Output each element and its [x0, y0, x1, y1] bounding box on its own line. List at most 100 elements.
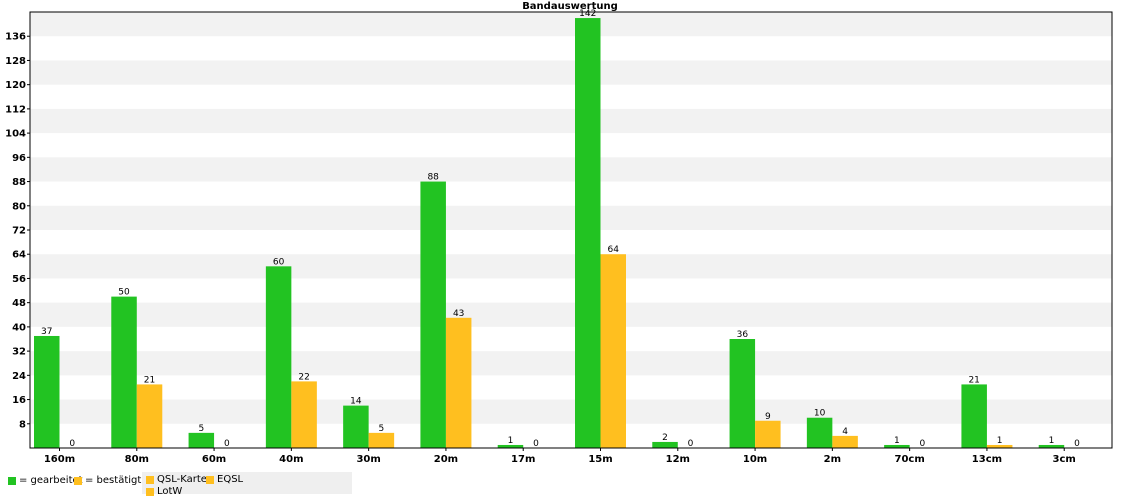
- plot-border: [29, 11, 1113, 449]
- grid-band: [30, 351, 1112, 376]
- grid-band: [30, 157, 1112, 182]
- x-tick-label: 80m: [125, 454, 149, 465]
- y-tick-label: 88: [12, 177, 26, 188]
- grid-band: [30, 399, 1112, 424]
- bar-confirmed: [832, 435, 858, 448]
- bar-worked: [652, 441, 678, 448]
- bar-worked: [575, 18, 601, 449]
- legend-item-confirmed: = bestätigt: [74, 475, 141, 486]
- value-label-worked: 142: [579, 9, 596, 19]
- x-axis: 160m 80m 60m 40m 30m 20m 17m 15m 12m 10m 2m 70cm 13c…: [44, 448, 1076, 465]
- value-label-worked: 60: [273, 257, 285, 267]
- value-label-confirmed: 22: [298, 372, 309, 382]
- bar-worked: [343, 405, 369, 448]
- y-tick-label: 112: [5, 104, 26, 115]
- legend-label-worked: = gearbeitet: [19, 475, 83, 486]
- value-label-confirmed: 0: [688, 439, 694, 449]
- legend-swatch-worked: [8, 476, 16, 485]
- value-label-worked: 21: [968, 375, 979, 385]
- value-label-worked: 88: [427, 173, 439, 183]
- x-tick-label: 3cm: [1053, 454, 1076, 465]
- bar-worked: [961, 384, 987, 448]
- x-tick-label: 30m: [356, 454, 380, 465]
- value-label-worked: 5: [198, 424, 204, 434]
- bar-worked: [188, 432, 215, 448]
- y-tick-label: 80: [12, 201, 26, 212]
- value-label-confirmed: 0: [920, 439, 926, 449]
- legend-label-eqsl: EQSL: [217, 474, 244, 485]
- value-label-confirmed: 0: [1074, 439, 1080, 449]
- bar-confirmed: [755, 420, 781, 448]
- y-tick-label: 48: [12, 298, 26, 309]
- y-tick-label: 72: [12, 226, 26, 237]
- bar-worked: [111, 296, 137, 448]
- x-tick-label: 60m: [202, 454, 226, 465]
- bar-confirmed: [986, 444, 1013, 448]
- legend-swatch-eqsl: [206, 475, 214, 484]
- legend-confirm-box: [142, 472, 352, 494]
- bar-worked: [806, 417, 833, 448]
- legend-item-eqsl: EQSL: [206, 474, 243, 485]
- value-label-worked: 36: [737, 330, 749, 340]
- x-tick-label: 17m: [511, 454, 535, 465]
- y-tick-label: 128: [5, 56, 26, 67]
- grid-band: [30, 60, 1112, 85]
- bar-worked: [1038, 444, 1065, 448]
- bar-confirmed: [368, 432, 395, 448]
- y-tick-label: 40: [12, 322, 26, 333]
- bar-worked: [420, 181, 446, 449]
- bar-worked: [497, 444, 524, 448]
- value-label-worked: 2: [662, 433, 668, 443]
- bar-confirmed: [136, 384, 163, 448]
- x-tick-label: 12m: [666, 454, 690, 465]
- value-label-worked: 1: [1049, 436, 1055, 446]
- legend-item-worked: = gearbeitet: [8, 475, 83, 486]
- y-tick-label: 136: [5, 32, 26, 43]
- x-tick-label: 40m: [279, 454, 303, 465]
- bar-worked: [884, 444, 910, 448]
- grid-band: [30, 12, 1112, 37]
- y-tick-label: 104: [5, 129, 26, 140]
- value-label-worked: 1: [894, 436, 900, 446]
- legend-swatch-confirmed: [74, 476, 82, 485]
- value-label-worked: 14: [350, 397, 362, 407]
- bar-confirmed: [291, 381, 317, 448]
- y-axis: 8 16 24 32 40 48 56 64 72 80 88 96 104 112 120 128 136: [5, 32, 30, 430]
- value-label-confirmed: 4: [842, 427, 848, 437]
- legend-label-qsl-card: QSL-Karte: [157, 474, 207, 485]
- grid-band: [30, 205, 1112, 230]
- y-tick-label: 16: [12, 395, 26, 406]
- legend-swatch-lotw: [146, 487, 154, 496]
- x-tick-label: 160m: [44, 454, 75, 465]
- y-tick-label: 96: [12, 153, 26, 164]
- value-label-confirmed: 0: [533, 439, 539, 449]
- value-label-confirmed: 5: [379, 424, 385, 434]
- legend-item-qsl-card: QSL-Karte: [146, 474, 207, 485]
- x-tick-label: 15m: [588, 454, 612, 465]
- grid-band: [30, 254, 1112, 279]
- value-label-confirmed: 0: [69, 439, 75, 449]
- legend-label-lotw: LotW: [157, 486, 183, 497]
- y-tick-label: 32: [12, 347, 26, 358]
- value-label-confirmed: 64: [608, 245, 620, 255]
- value-label-confirmed: 21: [144, 375, 155, 385]
- x-tick-label: 20m: [434, 454, 458, 465]
- y-tick-label: 64: [12, 250, 26, 261]
- value-label-worked: 1: [508, 436, 514, 446]
- bar-worked: [729, 339, 756, 448]
- bar-confirmed: [445, 317, 472, 448]
- value-label-worked: 10: [814, 409, 826, 419]
- value-label-confirmed: 0: [224, 439, 230, 449]
- y-tick-label: 24: [12, 371, 26, 382]
- x-tick-label: 10m: [743, 454, 767, 465]
- grid-band: [30, 302, 1112, 327]
- x-tick-label: 2m: [824, 454, 841, 465]
- value-label-worked: 37: [41, 327, 52, 337]
- y-tick-label: 8: [19, 419, 26, 430]
- bars: [34, 18, 1065, 449]
- bar-confirmed: [600, 254, 626, 448]
- value-label-confirmed: 9: [765, 412, 771, 422]
- legend-label-confirmed: = bestätigt: [85, 475, 142, 486]
